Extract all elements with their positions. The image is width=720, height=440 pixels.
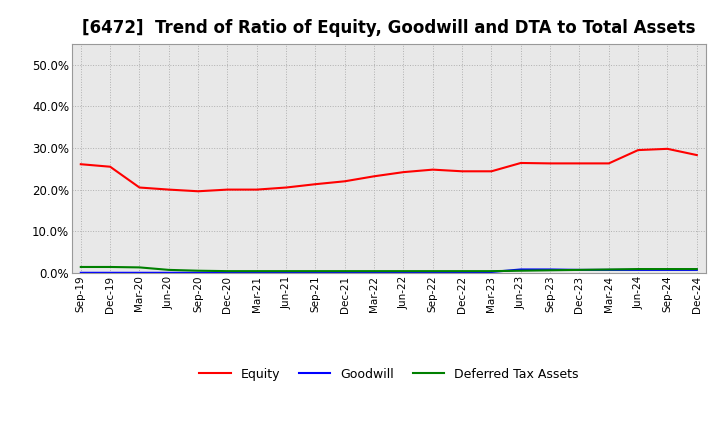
- Deferred Tax Assets: [693, 266, 701, 271]
- Equity: [458, 169, 467, 174]
- Deferred Tax Assets: [428, 268, 437, 274]
- Goodwill: [135, 270, 144, 275]
- Deferred Tax Assets: [76, 264, 85, 270]
- Equity: [634, 147, 642, 153]
- Deferred Tax Assets: [164, 267, 173, 272]
- Goodwill: [311, 270, 320, 275]
- Deferred Tax Assets: [605, 267, 613, 272]
- Equity: [311, 182, 320, 187]
- Goodwill: [76, 270, 85, 275]
- Goodwill: [194, 270, 202, 275]
- Goodwill: [516, 267, 525, 272]
- Deferred Tax Assets: [223, 268, 232, 274]
- Deferred Tax Assets: [546, 268, 554, 273]
- Equity: [605, 161, 613, 166]
- Line: Equity: Equity: [81, 149, 697, 191]
- Deferred Tax Assets: [487, 268, 496, 274]
- Equity: [223, 187, 232, 192]
- Deferred Tax Assets: [106, 264, 114, 270]
- Equity: [428, 167, 437, 172]
- Equity: [546, 161, 554, 166]
- Goodwill: [428, 270, 437, 275]
- Equity: [487, 169, 496, 174]
- Deferred Tax Assets: [253, 268, 261, 274]
- Goodwill: [575, 267, 584, 272]
- Deferred Tax Assets: [634, 266, 642, 271]
- Goodwill: [546, 267, 554, 272]
- Deferred Tax Assets: [663, 266, 672, 271]
- Goodwill: [663, 267, 672, 272]
- Deferred Tax Assets: [458, 268, 467, 274]
- Equity: [106, 164, 114, 169]
- Deferred Tax Assets: [516, 268, 525, 273]
- Goodwill: [370, 270, 379, 275]
- Equity: [76, 161, 85, 167]
- Deferred Tax Assets: [575, 267, 584, 272]
- Equity: [575, 161, 584, 166]
- Deferred Tax Assets: [194, 268, 202, 273]
- Deferred Tax Assets: [311, 268, 320, 274]
- Goodwill: [634, 267, 642, 272]
- Equity: [399, 169, 408, 175]
- Equity: [282, 185, 290, 190]
- Goodwill: [605, 267, 613, 272]
- Deferred Tax Assets: [282, 268, 290, 274]
- Goodwill: [223, 270, 232, 275]
- Line: Goodwill: Goodwill: [81, 269, 697, 273]
- Equity: [164, 187, 173, 192]
- Equity: [135, 185, 144, 190]
- Goodwill: [693, 267, 701, 272]
- Deferred Tax Assets: [370, 268, 379, 274]
- Goodwill: [164, 270, 173, 275]
- Legend: Equity, Goodwill, Deferred Tax Assets: Equity, Goodwill, Deferred Tax Assets: [194, 363, 583, 385]
- Equity: [253, 187, 261, 192]
- Title: [6472]  Trend of Ratio of Equity, Goodwill and DTA to Total Assets: [6472] Trend of Ratio of Equity, Goodwil…: [82, 19, 696, 37]
- Goodwill: [458, 270, 467, 275]
- Goodwill: [487, 269, 496, 275]
- Equity: [693, 152, 701, 158]
- Equity: [341, 179, 349, 184]
- Equity: [194, 189, 202, 194]
- Equity: [516, 160, 525, 165]
- Goodwill: [399, 270, 408, 275]
- Deferred Tax Assets: [341, 268, 349, 274]
- Goodwill: [106, 270, 114, 275]
- Goodwill: [282, 270, 290, 275]
- Equity: [663, 146, 672, 151]
- Deferred Tax Assets: [135, 265, 144, 270]
- Goodwill: [341, 270, 349, 275]
- Deferred Tax Assets: [399, 268, 408, 274]
- Equity: [370, 174, 379, 179]
- Goodwill: [253, 270, 261, 275]
- Line: Deferred Tax Assets: Deferred Tax Assets: [81, 267, 697, 271]
